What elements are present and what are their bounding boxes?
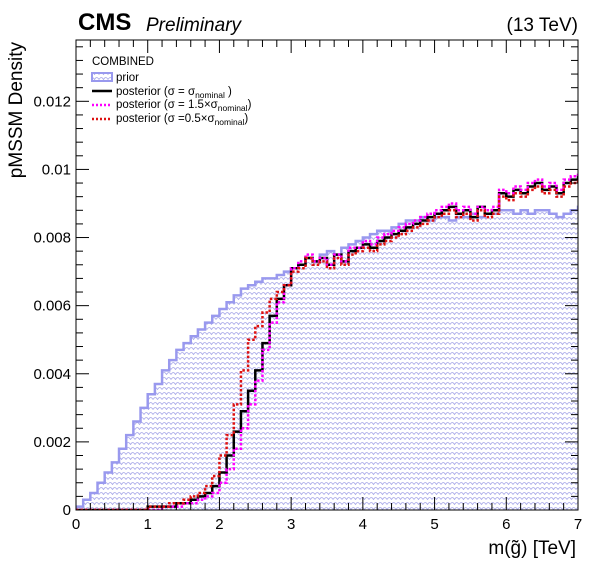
legend-entry-prior: prior bbox=[91, 72, 139, 84]
experiment-label: CMS bbox=[78, 9, 131, 36]
status-label: Preliminary bbox=[146, 15, 243, 36]
legend-swatch-prior bbox=[91, 72, 113, 82]
series-3-line bbox=[76, 178, 578, 510]
x-tick-label: 0 bbox=[72, 516, 80, 533]
legend-label-prior: prior bbox=[116, 72, 139, 84]
y-axis-title: pMSSM Density bbox=[6, 42, 27, 179]
series-layer bbox=[76, 171, 578, 510]
y-tick-label: 0.008 bbox=[33, 230, 71, 247]
y-tick-label: 0.01 bbox=[42, 161, 71, 178]
legend-label-posterior-0p5: posterior (σ =0.5×σnominal) bbox=[116, 113, 248, 127]
x-tick-label: 4 bbox=[359, 516, 367, 533]
legend: COMBINED prior posterior (σ = σnominal )… bbox=[91, 56, 252, 127]
x-tick-label: 5 bbox=[430, 516, 438, 533]
x-tick-label: 3 bbox=[287, 516, 295, 533]
y-tick-label: 0.002 bbox=[33, 434, 71, 451]
legend-entry-posterior-nominal: posterior (σ = σnominal ) bbox=[92, 86, 232, 100]
x-axis: 0 1 2 3 4 5 6 7 bbox=[72, 40, 582, 533]
x-tick-label: 1 bbox=[144, 516, 152, 533]
legend-label-posterior-nominal: posterior (σ = σnominal ) bbox=[116, 86, 232, 100]
y-tick-label: 0.004 bbox=[33, 366, 71, 383]
y-tick-label: 0 bbox=[63, 502, 71, 519]
series-0-line bbox=[76, 205, 578, 510]
series-0-fill bbox=[76, 206, 578, 510]
legend-label-posterior-1p5: posterior (σ = 1.5×σnominal) bbox=[116, 99, 252, 113]
energy-label: (13 TeV) bbox=[507, 15, 578, 36]
x-tick-label: 7 bbox=[574, 516, 582, 533]
x-tick-label: 6 bbox=[502, 516, 510, 533]
legend-entry-posterior-0p5: posterior (σ =0.5×σnominal) bbox=[92, 113, 248, 127]
plot-frame bbox=[75, 39, 579, 511]
legend-header: COMBINED bbox=[92, 56, 154, 68]
y-tick-label: 0.006 bbox=[33, 298, 71, 315]
x-axis-title: m(g̃) [TeV] bbox=[488, 538, 576, 559]
y-axis: 0 0.002 0.004 0.006 0.008 0.01 0.012 bbox=[33, 46, 578, 519]
x-tick-label: 2 bbox=[215, 516, 223, 533]
y-tick-label: 0.012 bbox=[33, 93, 71, 110]
legend-entry-posterior-1p5: posterior (σ = 1.5×σnominal) bbox=[92, 99, 252, 113]
